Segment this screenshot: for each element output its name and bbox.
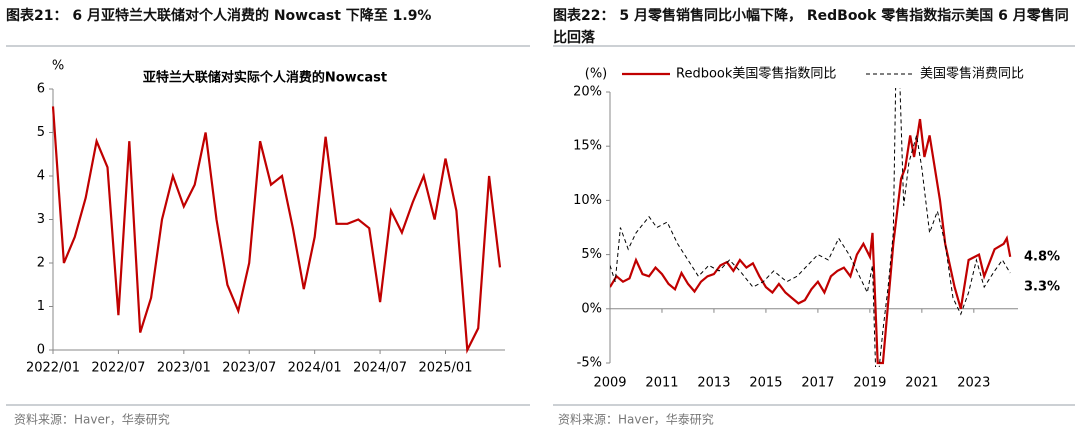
line-series (610, 88, 1011, 367)
y-tick-label: 15% (573, 139, 602, 154)
y-tick-label: 4 (37, 169, 45, 184)
y-tick-label: -5% (577, 356, 602, 371)
y-tick-label: 10% (573, 193, 602, 208)
x-tick-label: 2024/07 (353, 361, 407, 376)
x-tick-label: 2022/07 (91, 361, 145, 376)
x-tick-label: 2024/01 (288, 361, 342, 376)
x-tick-label: 2019 (853, 376, 886, 391)
plot-area (610, 88, 1012, 367)
y-tick-label: 2 (37, 256, 45, 271)
line-series (610, 118, 1012, 365)
chart-heading: 图表22： 5 月零售销售同比小幅下降， RedBook 零售指数指示美国 6 … (553, 8, 1069, 46)
legend-label: Redbook美国零售指数同比 (676, 66, 836, 82)
x-tick-label: 2022/01 (26, 361, 80, 376)
y-tick-label: 0 (37, 343, 45, 358)
source: 资料来源：Haver，华泰研究 (14, 412, 170, 427)
source: 资料来源：Haver，华泰研究 (558, 412, 714, 427)
plot-area (51, 106, 502, 355)
x-tick-label: 2013 (697, 376, 730, 391)
plot-title: 亚特兰大联储对实际个人消费的Nowcast (143, 70, 387, 86)
end-label: 4.8% (1024, 249, 1060, 264)
chart-heading: 图表21： 6 月亚特兰大联储对个人消费的 Nowcast 下降至 1.9% (6, 8, 432, 24)
legend-label: 美国零售消费同比 (920, 66, 1024, 82)
x-tick-label: 2023/07 (222, 361, 276, 376)
x-tick-label: 2011 (645, 376, 678, 391)
y-tick-label: 5 (37, 125, 45, 140)
end-label: 3.3% (1024, 280, 1060, 295)
x-tick-label: 2009 (593, 376, 626, 391)
x-tick-label: 2023 (957, 376, 990, 391)
x-tick-label: 2023/01 (157, 361, 211, 376)
y-axis-label: % (52, 59, 64, 74)
y-tick-label: 6 (37, 82, 45, 97)
x-tick-label: 2021 (905, 376, 938, 391)
x-tick-label: 2017 (801, 376, 834, 391)
x-tick-label: 2015 (749, 376, 782, 391)
y-tick-label: 20% (573, 85, 602, 100)
y-tick-label: 3 (37, 212, 45, 227)
x-tick-label: 2025/01 (418, 361, 472, 376)
y-tick-label: 1 (37, 299, 45, 314)
y-tick-label: 0% (581, 301, 602, 316)
y-axis-label: (%) (585, 67, 608, 82)
y-tick-label: 5% (581, 247, 602, 262)
line-series (51, 106, 502, 355)
